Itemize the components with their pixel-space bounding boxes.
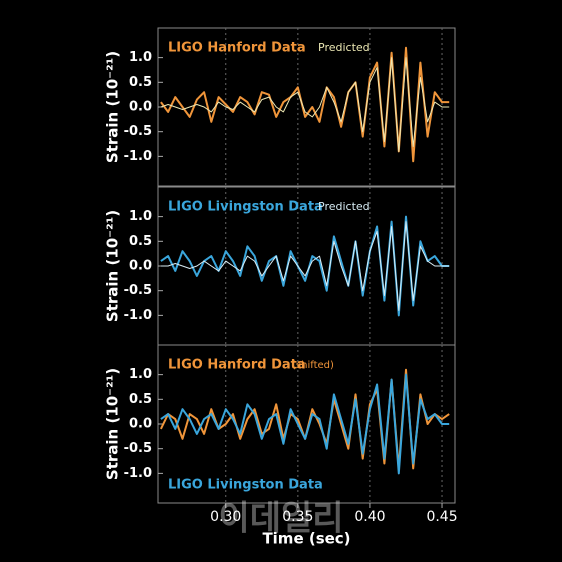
y-tick-label: 0.5 <box>129 234 152 249</box>
y-tick-label: -0.5 <box>124 441 152 456</box>
x-tick-label: 0.40 <box>354 509 385 525</box>
series-line <box>160 57 450 152</box>
legend-label: Predicted <box>318 41 370 54</box>
x-tick-label: 0.45 <box>426 509 457 525</box>
x-axis-label: Time (sec) <box>262 530 350 548</box>
series-line <box>160 221 450 311</box>
y-tick-label: 0.0 <box>129 100 152 115</box>
y-tick-label: 0.0 <box>129 259 152 274</box>
y-tick-label: -1.0 <box>124 149 152 164</box>
y-tick-label: -0.5 <box>124 283 152 298</box>
legend-label: LIGO Livingston Data <box>168 478 323 493</box>
series-line <box>160 46 450 163</box>
y-tick-label: -0.5 <box>124 124 152 139</box>
series-line <box>160 373 450 475</box>
legend-label: LIGO Hanford Data <box>168 358 306 373</box>
y-axis-label: Strain (10⁻²¹) <box>104 51 122 163</box>
y-tick-label: 1.0 <box>129 209 152 224</box>
y-axis-label: Strain (10⁻²¹) <box>104 210 122 322</box>
legend-label: Predicted <box>318 200 370 213</box>
legend-label: LIGO Hanford Data <box>168 41 306 56</box>
y-tick-label: 0.0 <box>129 417 152 432</box>
annotation: (shifted) <box>292 360 334 371</box>
y-tick-label: 0.5 <box>129 392 152 407</box>
y-tick-label: 0.5 <box>129 75 152 90</box>
y-tick-label: -1.0 <box>124 308 152 323</box>
y-tick-label: -1.0 <box>124 466 152 481</box>
x-tick-label: 0.35 <box>282 509 313 525</box>
y-tick-label: 1.0 <box>129 367 152 382</box>
y-tick-label: 1.0 <box>129 50 152 65</box>
y-axis-label: Strain (10⁻²¹) <box>104 368 122 480</box>
x-tick-label: 0.30 <box>210 509 241 525</box>
watermark: 이데일리 <box>218 499 343 539</box>
series-line <box>160 215 450 317</box>
legend-label: LIGO Livingston Data <box>168 200 323 215</box>
